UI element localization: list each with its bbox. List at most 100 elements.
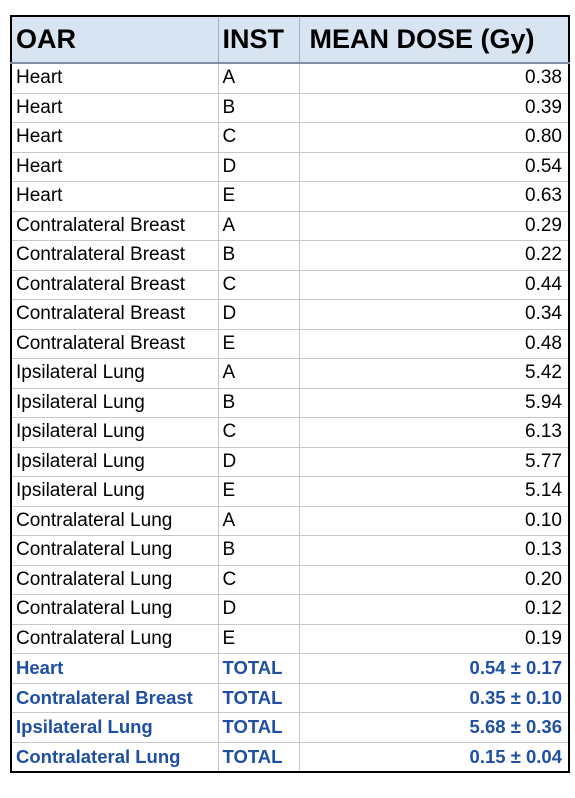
table-row: Ipsilateral Lung A 5.42 [10,358,570,389]
cell-mean-dose: 5.14 [298,476,570,507]
table-row: Heart A 0.38 [10,62,570,94]
cell-mean-dose: 0.13 [298,535,570,566]
table-header: OAR INST MEAN DOSE (Gy) [10,15,570,64]
cell-mean-dose: 0.29 [298,210,570,241]
total-row: Ipsilateral Lung TOTAL 5.68 ± 0.36 [10,712,570,743]
mean-dose-table: OAR INST MEAN DOSE (Gy) Heart A 0.38 Heart B… [10,15,570,773]
cell-oar: Contralateral Lung [10,623,219,654]
cell-oar: Contralateral Lung [10,505,219,536]
cell-oar: Ipsilateral Lung [10,712,219,743]
cell-oar: Contralateral Breast [10,328,219,359]
cell-oar: Ipsilateral Lung [10,417,219,448]
table-body: Heart A 0.38 Heart B 0.39 Heart C 0.80 Heart D 0.54… [10,62,570,773]
table-row: Contralateral Breast A 0.29 [10,210,570,241]
table-row: Heart E 0.63 [10,181,570,212]
cell-oar: Ipsilateral Lung [10,358,219,389]
cell-oar: Heart [10,122,219,153]
cell-mean-dose: 0.22 [298,240,570,271]
cell-oar: Contralateral Breast [10,240,219,271]
cell-mean-dose: 0.38 [298,62,570,94]
cell-mean-dose: 5.94 [298,387,570,418]
cell-inst: C [217,122,300,153]
total-row: Contralateral Lung TOTAL 0.15 ± 0.04 [10,741,570,773]
cell-mean-dose: 5.42 [298,358,570,389]
cell-mean-dose: 6.13 [298,417,570,448]
cell-oar: Contralateral Lung [10,594,219,625]
cell-oar: Ipsilateral Lung [10,387,219,418]
cell-inst: B [217,92,300,123]
table-row: Contralateral Breast B 0.22 [10,240,570,271]
table-row: Ipsilateral Lung D 5.77 [10,446,570,477]
cell-inst: TOTAL [217,682,300,713]
cell-inst: TOTAL [217,653,300,684]
column-header-inst: INST [217,15,300,64]
cell-oar: Heart [10,653,219,684]
cell-oar: Heart [10,62,219,94]
header-row: OAR INST MEAN DOSE (Gy) [10,15,570,64]
cell-mean-dose: 0.35 ± 0.10 [298,682,570,713]
cell-mean-dose: 0.19 [298,623,570,654]
cell-inst: E [217,476,300,507]
cell-inst: A [217,210,300,241]
table-row: Contralateral Lung B 0.13 [10,535,570,566]
table-row: Contralateral Lung C 0.20 [10,564,570,595]
cell-mean-dose: 0.20 [298,564,570,595]
cell-inst: A [217,505,300,536]
cell-mean-dose: 0.44 [298,269,570,300]
cell-inst: E [217,328,300,359]
cell-oar: Contralateral Breast [10,210,219,241]
cell-oar: Heart [10,181,219,212]
cell-inst: TOTAL [217,741,300,773]
cell-mean-dose: 0.10 [298,505,570,536]
cell-oar: Heart [10,151,219,182]
total-row: Contralateral Breast TOTAL 0.35 ± 0.10 [10,682,570,713]
table-row: Contralateral Breast E 0.48 [10,328,570,359]
cell-oar: Contralateral Breast [10,299,219,330]
cell-inst: D [217,299,300,330]
cell-oar: Contralateral Breast [10,269,219,300]
table-row: Ipsilateral Lung B 5.94 [10,387,570,418]
cell-oar: Contralateral Lung [10,535,219,566]
cell-inst: B [217,387,300,418]
cell-oar: Ipsilateral Lung [10,446,219,477]
cell-oar: Contralateral Breast [10,682,219,713]
cell-mean-dose: 0.80 [298,122,570,153]
column-header-oar: OAR [10,15,219,64]
table-row: Contralateral Lung A 0.10 [10,505,570,536]
cell-mean-dose: 5.77 [298,446,570,477]
cell-inst: D [217,594,300,625]
cell-mean-dose: 0.54 ± 0.17 [298,653,570,684]
cell-oar: Contralateral Lung [10,741,219,773]
cell-oar: Ipsilateral Lung [10,476,219,507]
cell-inst: C [217,269,300,300]
cell-oar: Heart [10,92,219,123]
column-header-mean-dose: MEAN DOSE (Gy) [298,15,570,64]
cell-inst: D [217,151,300,182]
total-row: Heart TOTAL 0.54 ± 0.17 [10,653,570,684]
table-row: Contralateral Lung D 0.12 [10,594,570,625]
cell-inst: E [217,181,300,212]
cell-mean-dose: 0.34 [298,299,570,330]
cell-inst: TOTAL [217,712,300,743]
table-row: Contralateral Breast C 0.44 [10,269,570,300]
table-row: Heart D 0.54 [10,151,570,182]
table-row: Heart C 0.80 [10,122,570,153]
cell-inst: A [217,358,300,389]
cell-mean-dose: 0.12 [298,594,570,625]
table-row: Contralateral Lung E 0.19 [10,623,570,654]
table-row: Ipsilateral Lung E 5.14 [10,476,570,507]
cell-oar: Contralateral Lung [10,564,219,595]
cell-mean-dose: 0.48 [298,328,570,359]
cell-inst: C [217,564,300,595]
cell-mean-dose: 0.15 ± 0.04 [298,741,570,773]
cell-mean-dose: 0.63 [298,181,570,212]
cell-inst: A [217,62,300,94]
cell-mean-dose: 0.54 [298,151,570,182]
cell-inst: B [217,240,300,271]
cell-mean-dose: 5.68 ± 0.36 [298,712,570,743]
dose-table-container: OAR INST MEAN DOSE (Gy) Heart A 0.38 Heart B… [10,15,570,773]
cell-inst: E [217,623,300,654]
cell-inst: B [217,535,300,566]
cell-inst: C [217,417,300,448]
cell-mean-dose: 0.39 [298,92,570,123]
